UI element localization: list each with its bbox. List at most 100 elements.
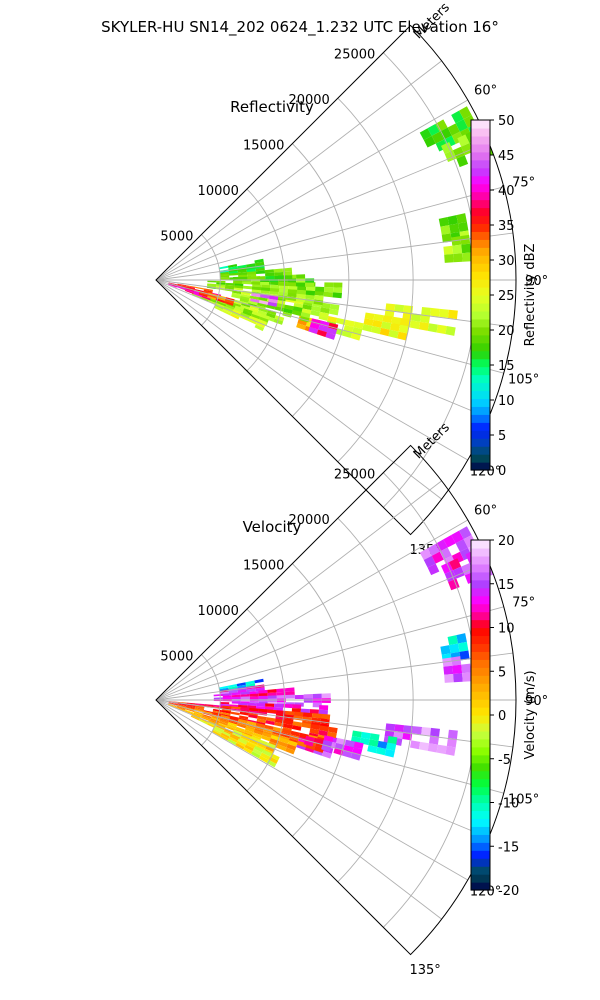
- echo-bin: [227, 721, 238, 727]
- azimuth-gridline: [155, 699, 513, 748]
- echo-bin: [292, 704, 302, 709]
- echo-bin: [222, 307, 233, 314]
- range-tick-label: 5000: [160, 650, 193, 665]
- echo-bin: [398, 324, 409, 334]
- echo-bin: [258, 708, 268, 713]
- echo-bin: [323, 735, 334, 743]
- colorbar-band: [471, 866, 490, 875]
- azimuth-gridline: [155, 561, 489, 701]
- colorbar-band: [471, 454, 490, 463]
- echo-bin: [236, 723, 247, 729]
- colorbar-band: [471, 199, 490, 209]
- echo-bin: [276, 710, 286, 715]
- echo-bin: [436, 744, 447, 755]
- colorbar-tick-label: -20: [498, 884, 519, 899]
- colorbar-band: [471, 627, 490, 637]
- echo-bin: [250, 313, 261, 320]
- echo-bin: [260, 313, 270, 320]
- colorbar-band: [471, 659, 490, 668]
- echo-bin: [353, 321, 364, 330]
- echo-bin: [318, 325, 329, 333]
- colorbar-band: [471, 722, 490, 732]
- echo-bin: [384, 748, 395, 758]
- colorbar-band: [471, 215, 490, 225]
- echo-bin: [247, 276, 257, 280]
- echo-bin: [282, 267, 293, 273]
- echo-bin: [220, 732, 230, 739]
- echo-bin: [203, 710, 213, 715]
- echo-bin: [221, 712, 231, 716]
- echo-bin: [458, 221, 469, 232]
- colorbar-band: [471, 651, 490, 660]
- echo-bin: [300, 312, 311, 319]
- echo-bin: [216, 280, 226, 283]
- echo-bin: [400, 317, 411, 327]
- echo-bin: [252, 748, 262, 756]
- echo-bin: [195, 703, 205, 706]
- echo-bin: [297, 285, 307, 291]
- echo-bin: [235, 742, 245, 750]
- echo-bin: [226, 725, 236, 732]
- echo-bin: [233, 281, 243, 284]
- echo-bin: [291, 725, 302, 731]
- echo-bin: [198, 719, 208, 725]
- echo-bin: [229, 277, 239, 280]
- echo-bin: [363, 318, 374, 326]
- echo-bin: [332, 292, 342, 299]
- echo-bin: [438, 216, 450, 227]
- echo-bin: [459, 526, 472, 540]
- colorbar-band: [471, 120, 490, 129]
- colorbar-band: [471, 691, 490, 700]
- echo-bin: [296, 323, 307, 331]
- echo-bin: [245, 742, 256, 749]
- echo-bin: [242, 310, 252, 317]
- range-tick-label: 25000: [334, 48, 375, 63]
- echo-bin: [274, 306, 285, 312]
- colorbar-band: [471, 699, 490, 708]
- echo-bin: [285, 710, 295, 716]
- echo-bin: [217, 301, 227, 307]
- echo-bin: [297, 319, 308, 326]
- echo-bin: [278, 740, 288, 748]
- colorbar-band: [471, 547, 490, 557]
- echo-bin: [403, 305, 414, 314]
- echo-bin: [455, 119, 469, 132]
- colorbar-label: Reflectivity dBZ: [523, 244, 538, 347]
- echo-bin: [364, 312, 375, 320]
- azimuth-gridline: [155, 699, 468, 881]
- echo-bin: [267, 689, 277, 693]
- echo-bin: [431, 551, 444, 564]
- echo-bin: [419, 548, 432, 561]
- colorbar-band: [471, 159, 490, 169]
- colorbar-tick-label: -15: [498, 840, 519, 855]
- colorbar-band: [471, 374, 490, 384]
- colorbar-band: [471, 834, 490, 843]
- echo-bin: [430, 727, 440, 737]
- echo-bin: [237, 264, 247, 269]
- colorbar-band: [471, 462, 490, 471]
- echo-bin: [207, 295, 217, 301]
- echo-bin: [244, 729, 254, 736]
- echo-bin: [276, 695, 286, 699]
- echo-bin: [444, 254, 454, 263]
- echo-bin: [234, 305, 245, 311]
- colorbar-band: [471, 754, 490, 764]
- echo-bin: [219, 734, 229, 741]
- echo-bin: [292, 721, 303, 727]
- echo-bin: [410, 320, 421, 330]
- azimuth-gridline: [155, 279, 468, 461]
- echo-bin: [439, 127, 452, 140]
- echo-bin: [168, 702, 178, 705]
- colorbar-tick-label: 25: [498, 289, 515, 304]
- echo-bin: [232, 290, 242, 295]
- colorbar-band: [471, 446, 490, 455]
- echo-bin: [203, 288, 214, 292]
- echo-bin: [320, 713, 331, 720]
- echo-bin: [254, 258, 264, 264]
- echo-bin: [270, 281, 280, 286]
- echo-bin: [456, 213, 467, 224]
- colorbar-band: [471, 151, 490, 161]
- echo-bin: [296, 289, 307, 295]
- echo-bin: [219, 685, 229, 690]
- colorbar-band: [471, 794, 490, 804]
